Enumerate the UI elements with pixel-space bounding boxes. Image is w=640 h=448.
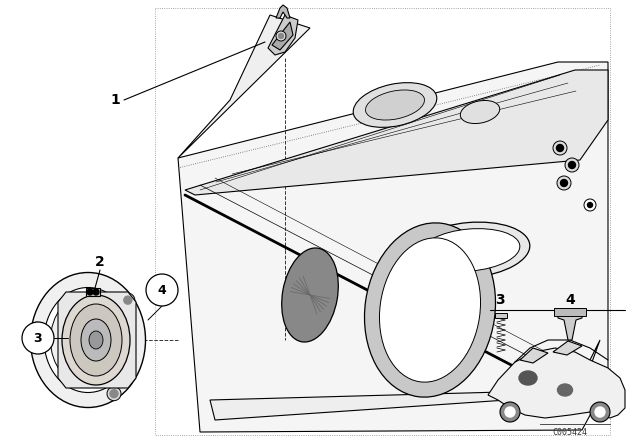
Text: C005424: C005424 (552, 427, 588, 436)
Text: 1: 1 (110, 93, 120, 107)
Circle shape (505, 407, 515, 417)
Polygon shape (553, 341, 582, 355)
Ellipse shape (107, 387, 121, 401)
Ellipse shape (30, 322, 44, 336)
Circle shape (590, 402, 610, 422)
Circle shape (565, 158, 579, 172)
Ellipse shape (51, 294, 125, 386)
Ellipse shape (62, 295, 130, 385)
Text: 3: 3 (34, 332, 42, 345)
Polygon shape (268, 15, 298, 55)
Ellipse shape (420, 228, 520, 271)
Bar (554, 308, 586, 316)
Circle shape (595, 407, 605, 417)
Circle shape (557, 176, 571, 190)
Polygon shape (488, 348, 625, 418)
Ellipse shape (380, 238, 481, 382)
Bar (495, 313, 507, 318)
Polygon shape (520, 348, 548, 363)
Circle shape (110, 390, 118, 398)
Ellipse shape (89, 331, 103, 349)
Circle shape (276, 31, 286, 41)
Ellipse shape (557, 384, 573, 396)
Circle shape (553, 141, 567, 155)
Circle shape (22, 322, 54, 354)
Polygon shape (558, 313, 582, 340)
Text: 3: 3 (495, 293, 505, 307)
Circle shape (33, 325, 41, 333)
Circle shape (568, 161, 575, 168)
Circle shape (557, 145, 563, 151)
Ellipse shape (121, 293, 135, 307)
Ellipse shape (70, 304, 122, 376)
Polygon shape (272, 22, 293, 50)
Ellipse shape (365, 223, 495, 397)
Text: 2: 2 (95, 255, 105, 269)
Bar (155, 8, 610, 435)
Ellipse shape (410, 222, 530, 278)
Text: 4: 4 (157, 284, 166, 297)
Circle shape (278, 34, 284, 39)
Ellipse shape (460, 100, 500, 124)
Polygon shape (178, 15, 310, 158)
Circle shape (124, 296, 132, 304)
Text: 4: 4 (565, 293, 575, 307)
Ellipse shape (353, 82, 437, 127)
Polygon shape (58, 292, 136, 388)
Polygon shape (210, 340, 600, 420)
Polygon shape (178, 62, 608, 432)
Polygon shape (185, 70, 608, 195)
Circle shape (87, 289, 93, 295)
Circle shape (561, 180, 568, 186)
Circle shape (584, 199, 596, 211)
Circle shape (500, 402, 520, 422)
Polygon shape (276, 5, 290, 18)
Circle shape (93, 289, 99, 295)
Polygon shape (86, 288, 100, 296)
Ellipse shape (81, 319, 111, 361)
Circle shape (146, 274, 178, 306)
Circle shape (588, 202, 593, 207)
Ellipse shape (519, 371, 537, 385)
Ellipse shape (365, 90, 424, 120)
Ellipse shape (31, 272, 145, 408)
Ellipse shape (44, 288, 132, 392)
Ellipse shape (282, 248, 339, 342)
